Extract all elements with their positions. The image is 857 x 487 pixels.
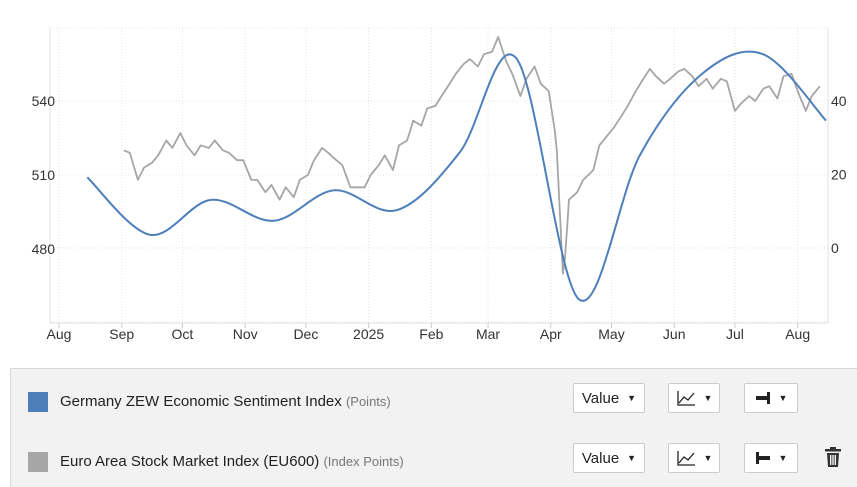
x-tick-label: Oct	[172, 326, 194, 342]
series-label-zew: Germany ZEW Economic Sentiment Index (Po…	[60, 393, 391, 410]
line-chart-icon	[676, 391, 695, 406]
series-unit-eu600: (Index Points)	[323, 454, 404, 469]
trash-icon	[825, 447, 841, 467]
line-chart-icon	[676, 451, 695, 466]
chevron-down-icon: ▼	[627, 393, 637, 403]
x-tick-label: Jun	[663, 326, 686, 342]
x-tick-label: 2025	[353, 326, 384, 342]
chevron-down-icon: ▼	[703, 453, 713, 463]
left-axis-ticks: 480 510 540	[32, 93, 56, 257]
x-tick-label: Aug	[785, 326, 810, 342]
x-tick-label: Aug	[47, 326, 72, 342]
right-tick-label: 0	[831, 240, 839, 256]
x-tick-label: Dec	[293, 326, 318, 342]
remove-series-button[interactable]	[823, 446, 845, 470]
chevron-down-icon: ▼	[778, 393, 788, 403]
chart-svg: 480 510 540 0 20 40 Aug Sep Oct Nov Dec 2025 Feb Ma…	[32, 27, 847, 342]
x-tick-label: Mar	[476, 326, 500, 342]
axis-right-icon	[755, 392, 770, 404]
value-dropdown-label-zew: Value	[581, 389, 620, 407]
gridlines	[50, 27, 828, 323]
series-line-eu600	[123, 36, 821, 275]
x-tick-label: Jul	[726, 326, 744, 342]
x-tick-label: May	[598, 326, 624, 342]
chevron-down-icon: ▼	[627, 453, 637, 463]
series-group	[86, 36, 827, 302]
chevron-down-icon: ▼	[703, 393, 713, 403]
right-tick-label: 40	[831, 93, 847, 109]
value-dropdown-label-eu600: Value	[581, 449, 620, 467]
series-color-swatch-eu600[interactable]	[28, 452, 48, 472]
left-tick-label: 540	[32, 93, 56, 109]
right-tick-label: 20	[831, 167, 847, 183]
chart-type-dropdown-eu600[interactable]: ▼	[668, 443, 720, 473]
legend-panel: Germany ZEW Economic Sentiment Index (Po…	[10, 368, 857, 487]
x-tick-label: Apr	[540, 326, 562, 342]
left-tick-label: 510	[32, 167, 56, 183]
series-label-eu600: Euro Area Stock Market Index (EU600) (In…	[60, 453, 404, 470]
value-dropdown-eu600[interactable]: Value ▼	[573, 443, 645, 473]
series-name-eu600: Euro Area Stock Market Index (EU600)	[60, 453, 320, 470]
x-tick-label: Nov	[233, 326, 258, 342]
value-dropdown-zew[interactable]: Value ▼	[573, 383, 645, 413]
x-tick-label: Feb	[419, 326, 443, 342]
legend-row-zew: Germany ZEW Economic Sentiment Index (Po…	[11, 381, 857, 421]
chevron-down-icon: ▼	[778, 453, 788, 463]
legend-row-eu600: Euro Area Stock Market Index (EU600) (In…	[11, 441, 857, 481]
x-tick-label: Sep	[109, 326, 134, 342]
series-color-swatch-zew[interactable]	[28, 392, 48, 412]
axis-left-icon	[755, 452, 770, 464]
series-name-zew: Germany ZEW Economic Sentiment Index	[60, 393, 342, 410]
right-axis-ticks: 0 20 40	[831, 93, 847, 256]
axis-dropdown-zew[interactable]: ▼	[744, 383, 798, 413]
axis-dropdown-eu600[interactable]: ▼	[744, 443, 798, 473]
x-axis-ticks: Aug Sep Oct Nov Dec 2025 Feb Mar Apr May Jun Jul Aug	[47, 323, 810, 342]
chart-area: 480 510 540 0 20 40 Aug Sep Oct Nov Dec 2025 Feb Ma…	[32, 27, 847, 342]
series-line-zew	[86, 50, 827, 302]
left-tick-label: 480	[32, 241, 56, 257]
axes	[49, 28, 829, 324]
chart-type-dropdown-zew[interactable]: ▼	[668, 383, 720, 413]
series-unit-zew: (Points)	[345, 394, 391, 409]
